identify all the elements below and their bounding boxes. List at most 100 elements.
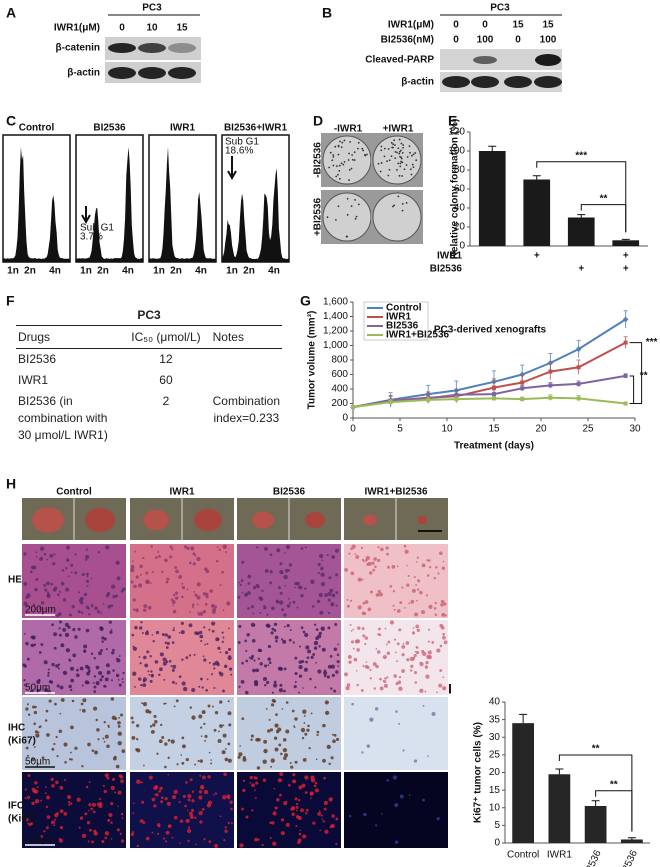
cell bbox=[185, 818, 190, 823]
cell bbox=[46, 591, 50, 594]
cell bbox=[31, 757, 35, 762]
cell bbox=[131, 633, 135, 637]
cell bbox=[97, 550, 101, 554]
cell bbox=[354, 639, 359, 644]
cell bbox=[51, 747, 55, 751]
cell bbox=[107, 726, 110, 729]
cell bbox=[93, 690, 97, 693]
error-bar bbox=[488, 145, 497, 151]
cell bbox=[36, 680, 41, 685]
colony bbox=[337, 153, 340, 156]
cell bbox=[152, 723, 156, 727]
x-tick-label: 0 bbox=[350, 424, 356, 435]
cell bbox=[251, 783, 255, 788]
cell bbox=[71, 604, 75, 609]
cell bbox=[402, 642, 405, 645]
cell bbox=[330, 602, 335, 607]
cell bbox=[91, 840, 95, 844]
cell bbox=[442, 635, 446, 640]
cell bbox=[408, 602, 411, 605]
cell bbox=[335, 842, 338, 846]
cell bbox=[433, 576, 437, 580]
cell bbox=[361, 751, 364, 754]
cell bbox=[442, 632, 446, 636]
cell bbox=[224, 829, 228, 833]
cell bbox=[33, 710, 38, 715]
cell bbox=[192, 562, 196, 566]
cell bbox=[295, 806, 299, 809]
cell bbox=[375, 664, 379, 669]
cell bbox=[197, 611, 200, 614]
cell bbox=[333, 689, 337, 693]
marker bbox=[520, 386, 525, 391]
bar bbox=[567, 217, 595, 246]
cell bbox=[110, 628, 113, 631]
table-header: Drugs IC₅₀ (μmol/L) Notes bbox=[16, 326, 282, 349]
cell bbox=[409, 669, 413, 672]
cell bbox=[205, 688, 208, 692]
cell bbox=[161, 570, 164, 574]
table-cell bbox=[211, 349, 282, 371]
dish bbox=[322, 192, 372, 242]
cell bbox=[434, 613, 438, 616]
colony bbox=[386, 160, 388, 163]
cell bbox=[335, 573, 339, 577]
cell bbox=[262, 778, 267, 782]
cell bbox=[352, 628, 355, 631]
cell bbox=[37, 689, 41, 692]
cell bbox=[210, 604, 215, 608]
cell bbox=[437, 572, 440, 575]
cell bbox=[376, 558, 381, 563]
cell bbox=[302, 709, 307, 714]
cell bbox=[387, 565, 390, 569]
cell bbox=[54, 702, 57, 706]
cell bbox=[401, 669, 406, 673]
cell bbox=[310, 712, 313, 715]
cell bbox=[283, 689, 286, 693]
cell bbox=[136, 748, 141, 753]
cell bbox=[323, 807, 327, 811]
cell bbox=[139, 781, 142, 784]
cell bbox=[249, 775, 253, 780]
cell bbox=[283, 613, 287, 617]
band bbox=[504, 76, 532, 88]
panel-label: I bbox=[448, 681, 452, 697]
cell bbox=[33, 643, 37, 646]
bar bbox=[612, 240, 640, 246]
cell bbox=[271, 698, 276, 703]
cell bbox=[438, 551, 443, 556]
cell bbox=[345, 685, 350, 691]
cell bbox=[292, 773, 296, 777]
y-axis-label: Ki67⁺ tumor cells (%) bbox=[473, 722, 484, 823]
cell bbox=[318, 810, 321, 813]
table-cell: BI2536 (in combination with 30 μmol/L IW… bbox=[18, 394, 108, 442]
cell bbox=[264, 546, 268, 551]
cell bbox=[179, 842, 181, 844]
colony bbox=[329, 151, 332, 154]
cell bbox=[353, 657, 358, 662]
cell bbox=[230, 807, 233, 811]
cell bbox=[328, 576, 332, 580]
cell bbox=[240, 579, 244, 582]
cell bbox=[140, 683, 143, 687]
dish bbox=[372, 192, 422, 242]
cell bbox=[199, 630, 203, 635]
cell bbox=[292, 641, 295, 644]
cell bbox=[411, 588, 416, 593]
marker bbox=[454, 397, 459, 402]
cell bbox=[201, 807, 205, 811]
cell bbox=[51, 820, 55, 825]
cell bbox=[134, 550, 136, 553]
cell bbox=[140, 621, 143, 624]
cell bbox=[148, 775, 153, 780]
cell bbox=[201, 686, 204, 689]
colony bbox=[380, 162, 383, 164]
cell bbox=[213, 686, 216, 689]
cell bbox=[329, 825, 332, 829]
cell bbox=[410, 599, 415, 604]
cell bbox=[259, 612, 262, 614]
cell bbox=[134, 625, 138, 630]
cell bbox=[159, 786, 163, 791]
y-tick-label: 1,400 bbox=[323, 311, 348, 322]
dose: 100 bbox=[540, 35, 557, 46]
